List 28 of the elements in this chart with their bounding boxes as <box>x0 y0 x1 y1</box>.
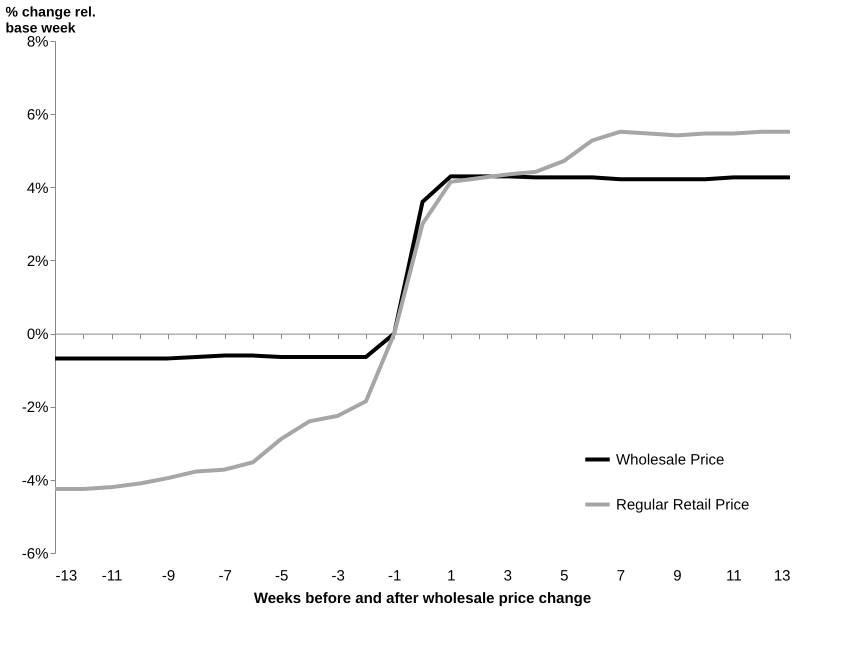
y-tick-label: -6% <box>22 546 48 562</box>
y-tick-label: 6% <box>26 106 48 124</box>
y-tick-label: 2% <box>26 252 48 270</box>
legend-label: Regular Retail Price <box>616 496 750 514</box>
y-tick-label: -4% <box>22 472 48 490</box>
x-tick-label: -7 <box>218 568 232 584</box>
x-tick-label: 13 <box>774 568 790 584</box>
x-tick-label: -13 <box>56 568 78 584</box>
line-series <box>53 130 792 491</box>
x-tick-label: -3 <box>332 568 345 584</box>
x-tick-label: 9 <box>673 568 682 584</box>
x-tick-label: 3 <box>504 568 512 584</box>
y-tick-label: 8% <box>26 34 48 50</box>
x-tick-label: 1 <box>447 568 456 584</box>
x-tick-label: -9 <box>162 568 176 584</box>
line-series <box>53 174 792 360</box>
y-tick-label: 0% <box>26 326 48 344</box>
x-tick-label: -1 <box>388 568 402 584</box>
legend-label: Wholesale Price <box>616 452 724 468</box>
y-tick-label: 4% <box>26 180 48 197</box>
y-tick-label: -2% <box>22 399 48 416</box>
x-tick-label: 11 <box>726 568 742 584</box>
x-tick-label: -11 <box>102 568 122 584</box>
x-tick-label: 5 <box>560 568 569 584</box>
x-tick-label: 7 <box>616 568 626 584</box>
x-tick-label: -5 <box>274 568 288 584</box>
x-axis-title: Weeks before and after wholesale price change <box>254 590 592 607</box>
y-axis-title: % change rel. base week <box>6 4 96 36</box>
